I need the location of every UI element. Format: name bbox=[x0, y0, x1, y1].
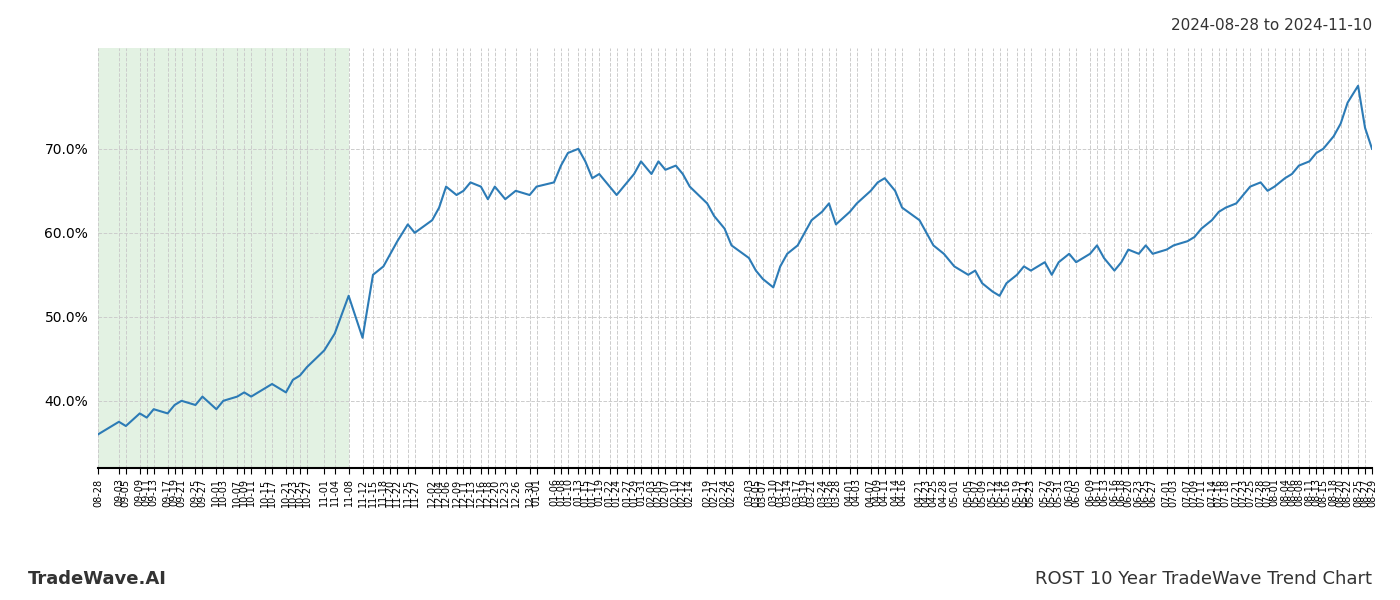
Text: ROST 10 Year TradeWave Trend Chart: ROST 10 Year TradeWave Trend Chart bbox=[1035, 570, 1372, 588]
Text: 2024-08-28 to 2024-11-10: 2024-08-28 to 2024-11-10 bbox=[1170, 18, 1372, 33]
Bar bbox=[98, 48, 349, 468]
Text: TradeWave.AI: TradeWave.AI bbox=[28, 570, 167, 588]
